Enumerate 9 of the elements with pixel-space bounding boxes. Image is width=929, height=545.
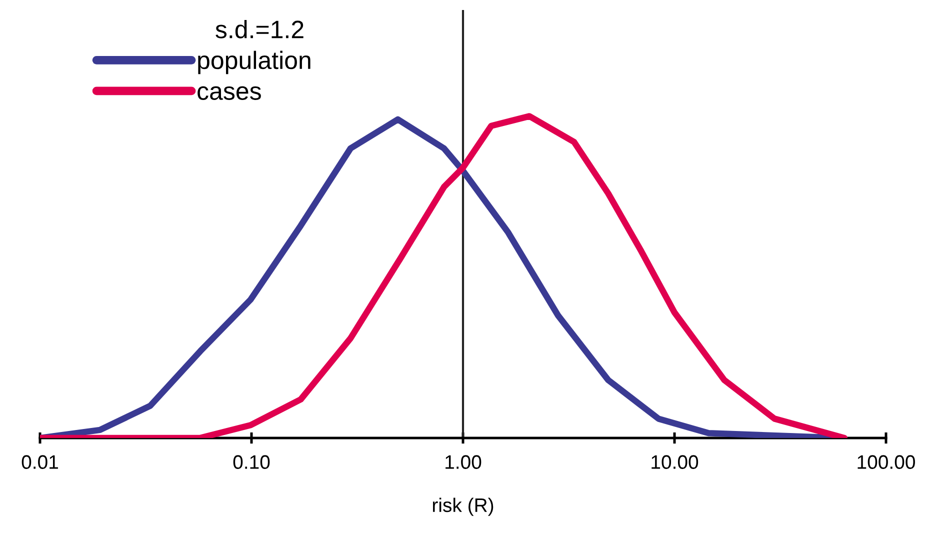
legend-label: population	[198, 50, 310, 74]
x-tick-label: 0.10	[233, 455, 270, 469]
legend-label: cases	[198, 86, 261, 100]
legend-title: s.d.=1.2	[216, 20, 304, 38]
x-tick-label: 100.00	[858, 455, 915, 469]
x-tick-label: 0.01	[22, 455, 58, 469]
x-tick-label: 1.00	[446, 455, 482, 469]
x-axis-title: risk (R)	[432, 498, 494, 516]
x-tick-label: 10.00	[652, 455, 698, 469]
